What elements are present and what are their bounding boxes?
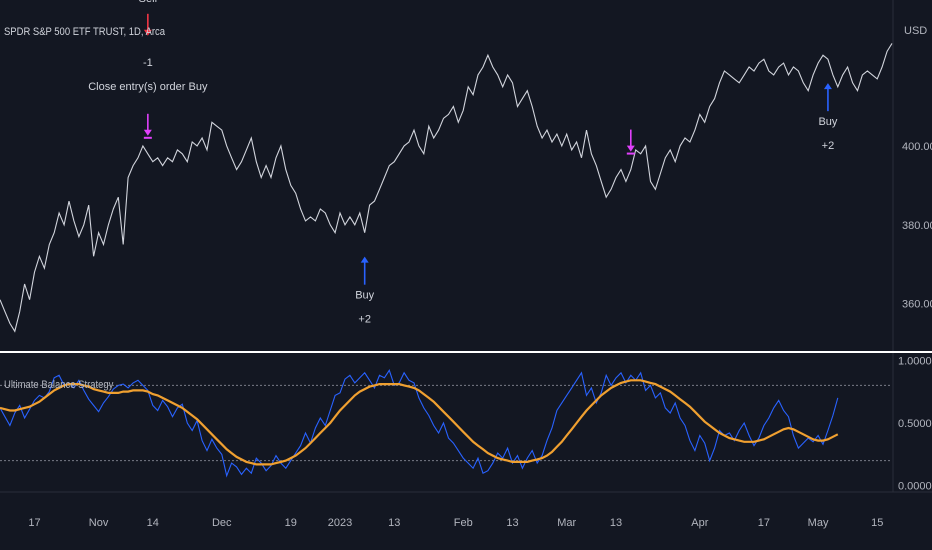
time-tick-label: 17 — [28, 517, 40, 529]
time-tick-label: Nov — [89, 517, 109, 529]
indicator-plot — [0, 369, 839, 478]
price-tick-label: 400.00 — [902, 141, 932, 153]
price-tick-label: 380.00 — [902, 220, 932, 232]
trade-signals: Sell -1 Close entry(s) order Buy Buy +2 Buy +2 — [88, 0, 838, 326]
price-tick-label: 360.00 — [902, 299, 932, 311]
indicator-series-signal — [0, 379, 839, 466]
price-axis: 400.00 380.00 360.00 USD — [902, 25, 932, 311]
sell-qty-label: -1 — [143, 57, 153, 69]
time-tick-label: Mar — [557, 517, 576, 529]
buy-arrow-4-head — [823, 83, 832, 90]
sell-arrow-0-head — [143, 29, 152, 36]
buy-label: Buy — [355, 290, 374, 302]
price-series-line — [0, 43, 893, 333]
indicator-axis: 1.0000 0.5000 0.0000 — [898, 355, 932, 492]
time-tick-label: 13 — [610, 517, 622, 529]
time-tick-label: 2023 — [328, 517, 352, 529]
indicator-series-oscillator — [0, 369, 839, 478]
time-tick-label: 13 — [388, 517, 400, 529]
time-tick-label: 13 — [506, 517, 518, 529]
close-arrow-3-head — [626, 145, 635, 152]
buy-label: +2 — [358, 314, 371, 326]
time-tick-label: Feb — [454, 517, 473, 529]
time-tick-label: Apr — [691, 517, 708, 529]
currency-label: USD — [904, 25, 927, 37]
sell-label: Sell — [139, 0, 157, 5]
price-plot — [0, 43, 893, 333]
time-tick-label: 15 — [871, 517, 883, 529]
time-tick-label: 19 — [285, 517, 297, 529]
time-tick-label: 17 — [758, 517, 770, 529]
time-tick-label: May — [808, 517, 829, 529]
indicator-title: Ultimate Balance Strategy — [4, 379, 114, 391]
indicator-tick-label: 0.5000 — [898, 418, 932, 430]
buy-label: +2 — [822, 140, 835, 152]
indicator-tick-label: 1.0000 — [898, 355, 932, 367]
close-arrow-1-head — [143, 129, 152, 136]
time-tick-label: 14 — [147, 517, 159, 529]
indicator-levels — [0, 384, 892, 462]
indicator-tick-label: 0.0000 — [898, 481, 932, 493]
buy-arrow-2-head — [360, 256, 369, 263]
close-label: Close entry(s) order Buy — [88, 81, 208, 93]
buy-label: Buy — [818, 116, 837, 128]
time-axis: 17 Nov 14 Dec 19 2023 13 Feb 13 Mar 13 Apr 17 May 15 — [28, 517, 883, 529]
time-tick-label: Dec — [212, 517, 232, 529]
symbol-title: SPDR S&P 500 ETF TRUST, 1D, Arca — [4, 26, 166, 38]
